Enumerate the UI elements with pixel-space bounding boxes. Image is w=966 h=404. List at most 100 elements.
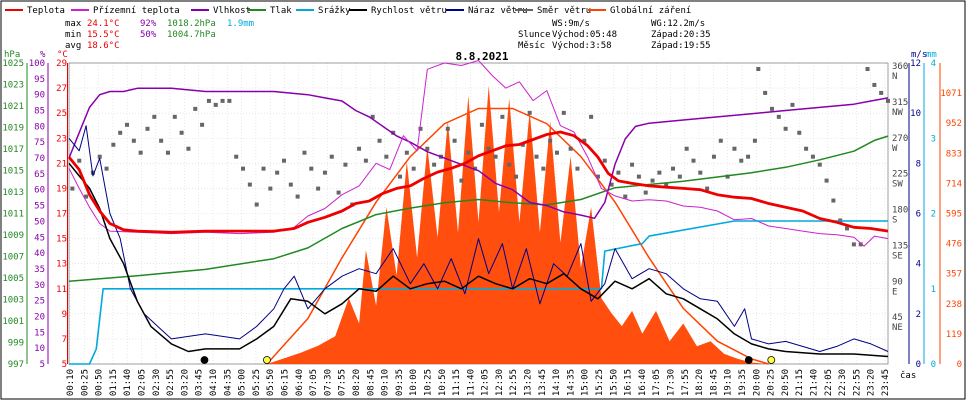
x-tick-label: 20:50 (781, 369, 791, 396)
x-tick-label: 07:30 (323, 369, 333, 396)
x-tick-label: 02:55 (166, 369, 176, 396)
wind-dir-point (575, 166, 580, 171)
wind-dir-point (179, 130, 184, 135)
wind-dir-point (602, 158, 607, 163)
wind-dir-point (288, 182, 293, 187)
x-tick-label: 22:55 (852, 369, 862, 396)
wind-dir-name-label: N (892, 72, 897, 82)
ms-tick-label: 10 (910, 109, 921, 119)
wind-dir-point (111, 142, 116, 147)
wind-dir-point (756, 67, 761, 71)
mm-tick-label: 1 (931, 285, 936, 295)
hpa-tick-label: 1005 (2, 274, 24, 284)
wind-dir-point (432, 162, 437, 167)
degc-unit: °C (57, 50, 68, 60)
wind-dir-point (752, 138, 757, 143)
pct-tick-label: 45 (34, 233, 45, 243)
degc-tick-label: 19 (56, 184, 67, 194)
x-tick-label: 20:00 (752, 369, 762, 396)
wind-dir-point (790, 102, 795, 107)
wind-dir-point (370, 114, 375, 119)
wind-dir-point (718, 138, 723, 143)
legend-label: Rychlost větru (371, 6, 447, 16)
wind-dir-degree-label: 315 (892, 98, 908, 108)
wind-dir-name-label: NE (892, 323, 903, 333)
wind-dir-point (193, 106, 198, 111)
x-tick-label: 10:50 (438, 369, 448, 396)
x-tick-label: 10:25 (423, 369, 433, 396)
wind-dir-name-label: SW (892, 180, 903, 190)
moonset-time: Západ:19:55 (651, 41, 711, 51)
ms-unit: m/s (911, 50, 927, 60)
x-tick-label: 02:30 (152, 369, 162, 396)
stats-avg-temp: 18.6°C (87, 41, 120, 51)
mm-unit: mm (926, 50, 937, 60)
wind-dir-name-label: NW (892, 108, 903, 118)
wind-dir-point (824, 178, 829, 183)
rain-series-line (69, 220, 888, 365)
degc-tick-label: 11 (56, 285, 67, 295)
x-tick-label: 00:25 (80, 369, 90, 396)
wind-dir-point (486, 146, 491, 151)
wind-dir-point (732, 146, 737, 151)
x-tick-label: 08:20 (352, 369, 362, 396)
wind-dir-point (527, 110, 532, 115)
wind-dir-point (879, 90, 884, 95)
wind-dir-point (691, 158, 696, 163)
wind-dir-point (343, 162, 348, 167)
stats-min-humidity: 50% (140, 30, 157, 40)
wind-dir-point (650, 178, 655, 183)
wind-dir-point (377, 138, 382, 143)
x-tick-label: 04:35 (223, 369, 233, 396)
pct-unit: % (40, 50, 46, 60)
x-tick-label: 10:00 (409, 369, 419, 396)
temp-series-line (67, 130, 889, 234)
wind-series-line (68, 162, 889, 358)
wind-dir-point (886, 98, 890, 103)
mm-tick-label: 0 (931, 360, 936, 370)
wind-dir-point (514, 174, 519, 179)
x-tick-label: 05:25 (252, 369, 262, 396)
x-tick-label: 17:55 (681, 369, 691, 396)
pct-tick-label: 60 (34, 186, 45, 196)
wind-dir-point (295, 194, 300, 199)
wind-dir-point (616, 170, 621, 175)
x-tick-label: 12:05 (481, 369, 491, 396)
degc-tick-label: 5 (62, 360, 67, 370)
legend-label: Směr větru (537, 6, 591, 16)
wind-dir-point (623, 194, 628, 199)
sun-moon-markers (200, 356, 776, 364)
wind-dir-point (705, 186, 710, 191)
stats-min-temp: 15.5°C (87, 30, 120, 40)
wind-dir-point (97, 154, 102, 159)
legend-label: Globální záření (610, 6, 691, 16)
x-tick-label: 22:05 (824, 369, 834, 396)
wind-dir-point (769, 106, 774, 111)
x-tick-label: 15:25 (595, 369, 605, 396)
wind-dir-name-label: S (892, 216, 897, 226)
wind-dir-point (125, 122, 130, 127)
gust-series-line (68, 125, 889, 352)
wind-dir-name-label: SE (892, 251, 903, 261)
wind-dir-point (677, 174, 682, 179)
wind-dir-point (595, 174, 600, 179)
wind-dir-point (398, 174, 403, 179)
radiation-tick-label: 952 (946, 119, 962, 129)
wind-dir-point (138, 150, 143, 155)
x-tick-label: 19:35 (738, 369, 748, 396)
mm-tick-label: 2 (931, 210, 936, 220)
pct-tick-label: 65 (34, 170, 45, 180)
sun-moon-marker (263, 356, 271, 364)
hpa-tick-label: 1007 (2, 253, 24, 263)
x-tick-label: 12:30 (495, 369, 505, 396)
stats-max-label: max (65, 19, 82, 29)
stats-max-humidity: 92% (140, 19, 157, 29)
degc-tick-label: 23 (56, 134, 67, 144)
x-tick-label: 20:25 (767, 369, 777, 396)
degc-tick-label: 7 (62, 335, 67, 345)
moon-label: Měsíc (518, 41, 545, 51)
sun-label: Slunce (518, 30, 551, 40)
legend-label: Náraz větru (468, 6, 528, 16)
radiation-tick-label: 833 (946, 149, 962, 159)
